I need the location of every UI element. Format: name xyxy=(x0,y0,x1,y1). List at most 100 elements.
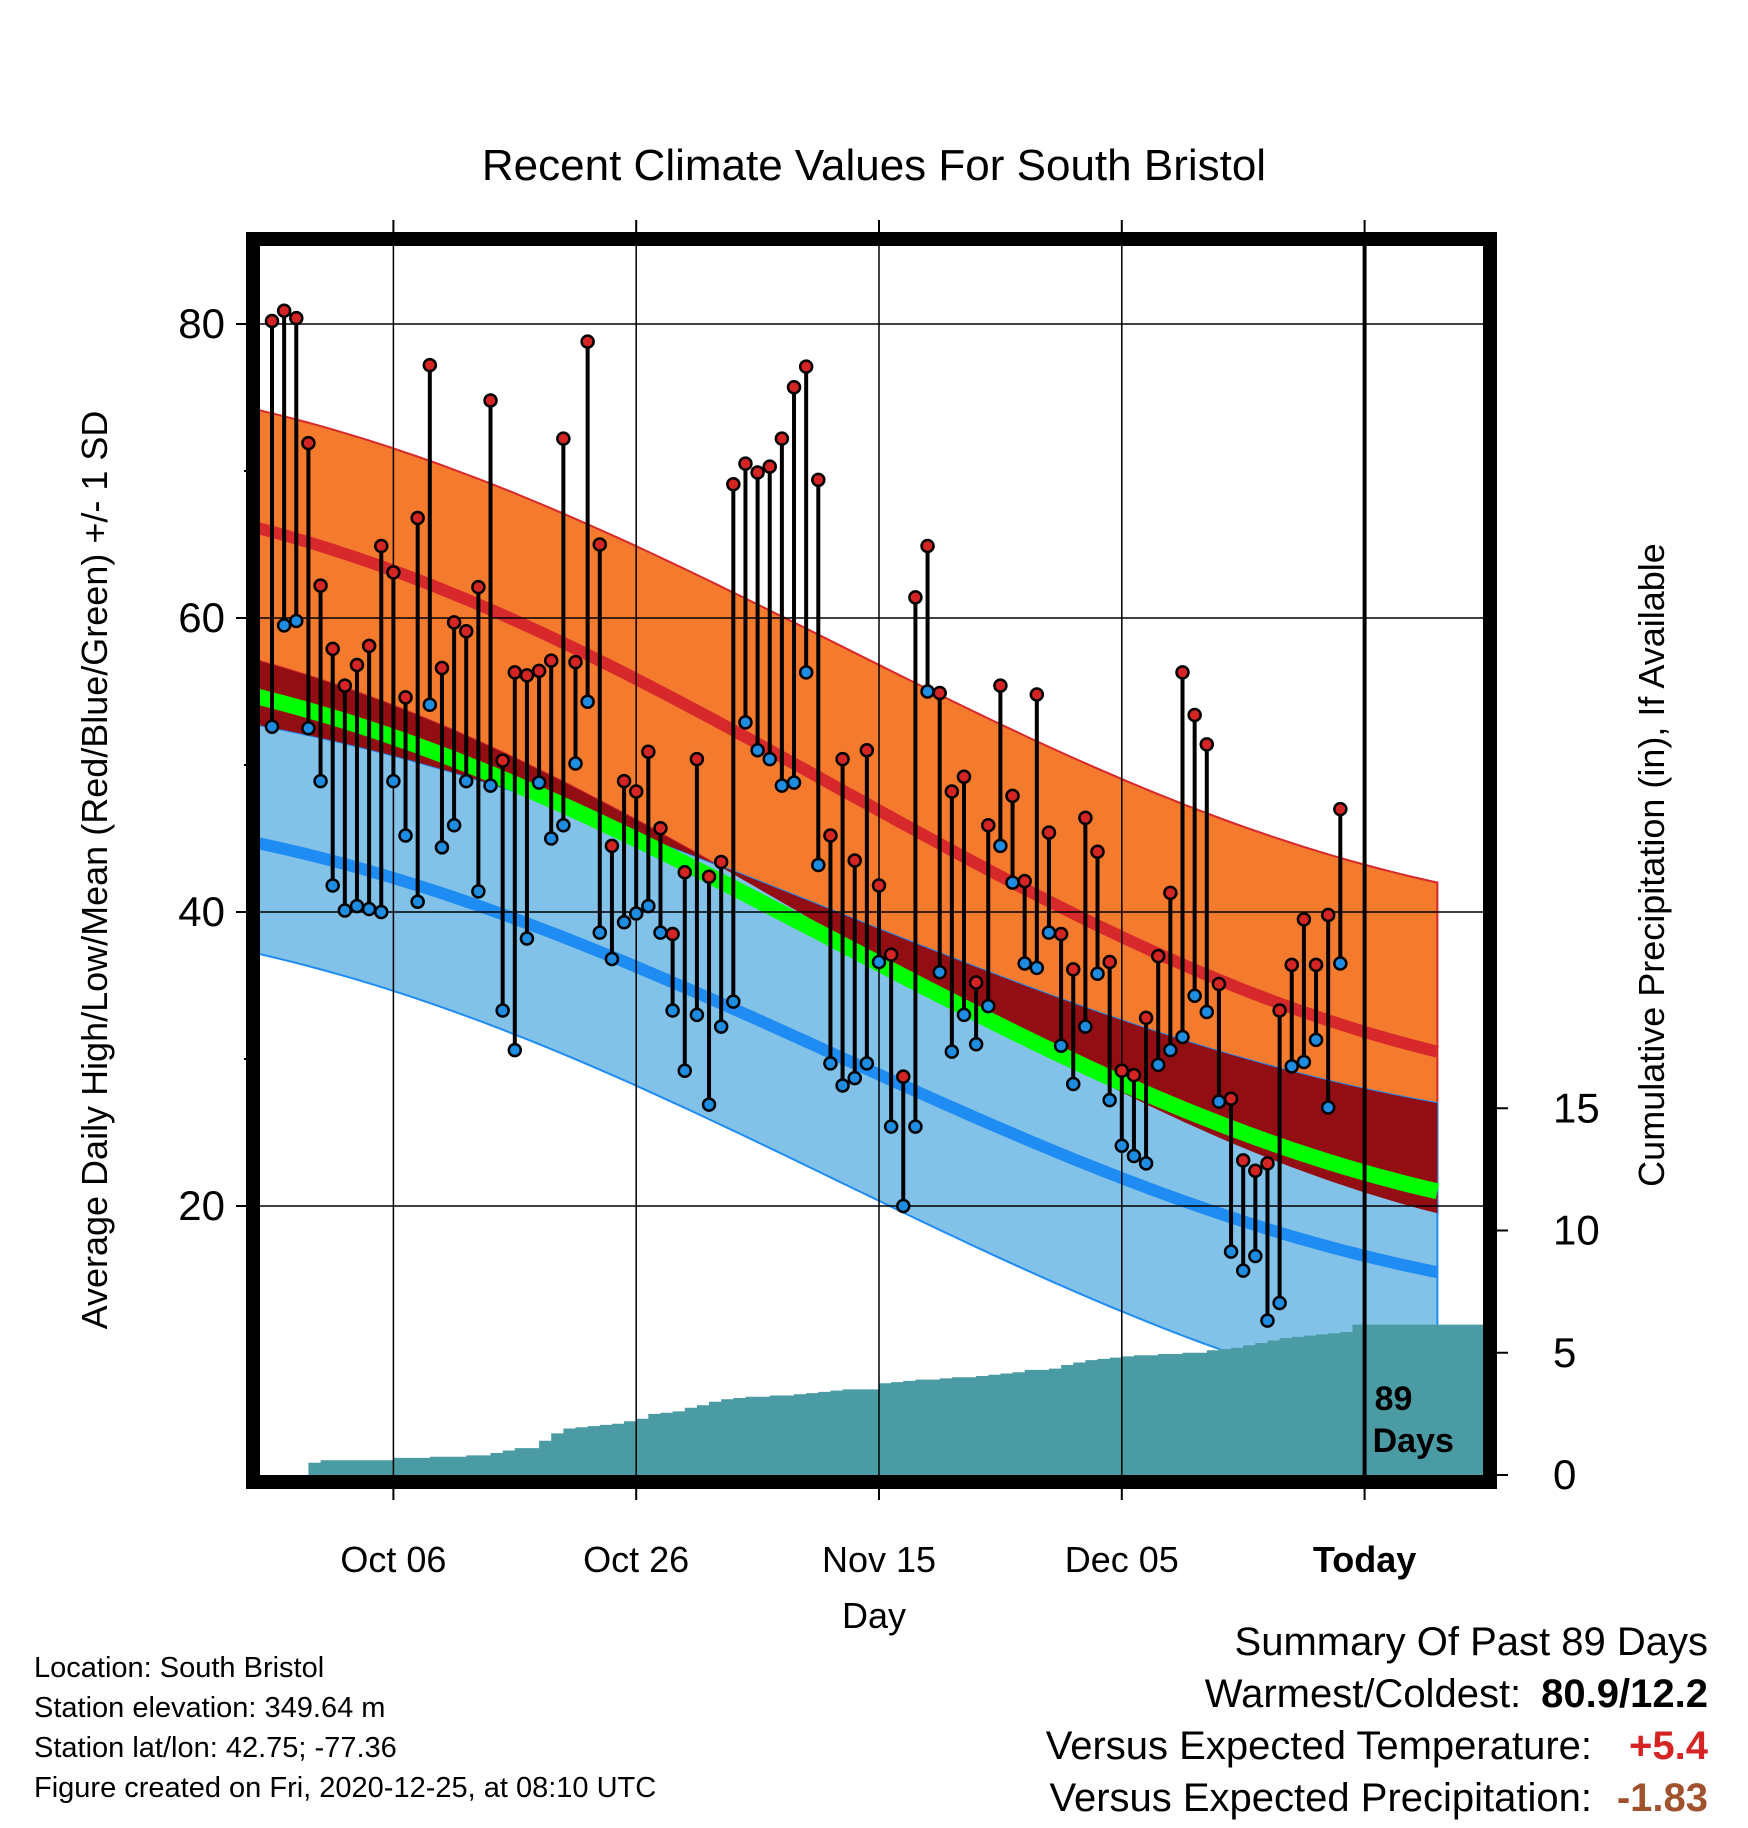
high-point xyxy=(1211,976,1227,992)
high-point xyxy=(531,663,547,679)
high-point xyxy=(325,641,340,657)
low-point xyxy=(1235,1263,1251,1278)
high-point xyxy=(422,357,438,373)
high-point xyxy=(1260,1156,1275,1171)
y-tick-label: 80 xyxy=(178,300,225,347)
low-point xyxy=(289,613,304,629)
low-point xyxy=(774,778,790,793)
low-point xyxy=(1272,1295,1287,1311)
x-tick-label: Oct 26 xyxy=(583,1539,689,1580)
low-point xyxy=(1296,1054,1312,1070)
low-point xyxy=(1320,1100,1336,1115)
low-point xyxy=(908,1119,923,1134)
low-point xyxy=(616,915,632,930)
high-point xyxy=(1090,844,1105,859)
high-point xyxy=(738,456,753,471)
low-point xyxy=(871,954,887,970)
created-text: Figure created on Fri, 2020-12-25, at 08… xyxy=(34,1772,657,1804)
high-point xyxy=(798,359,814,374)
high-point xyxy=(374,538,389,554)
high-point xyxy=(871,878,887,893)
high-point xyxy=(264,313,280,329)
low-point xyxy=(386,773,401,789)
high-point xyxy=(1296,912,1312,927)
low-point xyxy=(1114,1138,1130,1153)
high-point xyxy=(1017,873,1032,889)
high-point xyxy=(920,538,935,554)
high-point xyxy=(471,579,486,595)
high-point xyxy=(1041,825,1057,840)
station-info: Location: South Bristol Station elevatio… xyxy=(34,1648,656,1808)
high-point xyxy=(653,820,668,836)
low-point xyxy=(471,884,486,899)
high-point xyxy=(1029,687,1045,702)
high-point xyxy=(1187,707,1202,723)
low-point xyxy=(604,951,620,967)
low-point xyxy=(896,1198,911,1214)
high-point xyxy=(349,657,365,673)
high-point xyxy=(604,838,620,854)
low-point xyxy=(823,1056,838,1071)
low-point xyxy=(1163,1042,1178,1058)
high-point xyxy=(1065,962,1081,977)
low-point xyxy=(325,878,340,893)
high-point xyxy=(580,334,595,349)
high-point xyxy=(1223,1091,1239,1106)
low-point xyxy=(458,773,474,789)
high-point xyxy=(337,678,353,693)
low-point xyxy=(1150,1057,1166,1073)
low-point xyxy=(738,715,753,730)
high-point xyxy=(641,744,656,760)
low-point xyxy=(1223,1244,1239,1259)
high-point xyxy=(1175,665,1190,680)
low-point xyxy=(835,1078,850,1093)
high-point xyxy=(726,476,741,492)
high-point xyxy=(1308,957,1324,973)
high-point xyxy=(1114,1063,1130,1079)
low-point xyxy=(713,1019,729,1034)
temperature-anomaly-label: Versus Expected Temperature: xyxy=(1045,1724,1592,1768)
low-point xyxy=(398,828,413,843)
high-point xyxy=(665,926,680,942)
low-point xyxy=(361,901,377,917)
high-point xyxy=(689,751,705,767)
high-point xyxy=(1078,810,1093,826)
high-point xyxy=(823,828,838,843)
high-point xyxy=(628,784,644,799)
high-point xyxy=(556,431,571,446)
low-point xyxy=(556,818,571,833)
high-point xyxy=(507,665,523,680)
low-point xyxy=(944,1044,960,1059)
high-point xyxy=(313,578,328,593)
low-point xyxy=(1308,1032,1324,1048)
high-point xyxy=(908,590,923,605)
low-point xyxy=(762,751,777,767)
low-point xyxy=(786,775,802,790)
low-point xyxy=(859,1056,875,1071)
low-point xyxy=(1211,1094,1227,1109)
precipitation-anomaly-row: Versus Expected Precipitation: -1.83 xyxy=(1046,1772,1708,1824)
high-point xyxy=(1320,907,1336,923)
high-point xyxy=(677,865,693,880)
low-point xyxy=(798,665,814,680)
plot-area: 89 Days 20 40 60 80 0 5 10 15 Oct 06 Oct 26 Nov 15 De… xyxy=(178,220,1600,1580)
high-point xyxy=(410,510,425,526)
high-point xyxy=(1150,948,1166,964)
plot-clip-group: 89 Days xyxy=(260,246,1483,1475)
high-point xyxy=(932,685,947,701)
high-point xyxy=(956,769,972,785)
high-point xyxy=(1005,788,1020,804)
low-point xyxy=(374,904,389,920)
y2-tick-label: 15 xyxy=(1553,1084,1600,1131)
low-point xyxy=(968,1037,984,1052)
low-point xyxy=(519,931,535,946)
low-point xyxy=(981,998,996,1014)
high-point xyxy=(495,753,510,768)
low-point xyxy=(592,925,608,940)
y-axis-label: Average Daily High/Low/Mean (Red/Blue/Gr… xyxy=(74,411,115,1330)
low-point xyxy=(726,994,741,1009)
temperature-anomaly-row: Versus Expected Temperature: +5.4 xyxy=(1046,1720,1708,1772)
y2-tick-label: 5 xyxy=(1553,1329,1576,1376)
high-point xyxy=(774,431,790,446)
